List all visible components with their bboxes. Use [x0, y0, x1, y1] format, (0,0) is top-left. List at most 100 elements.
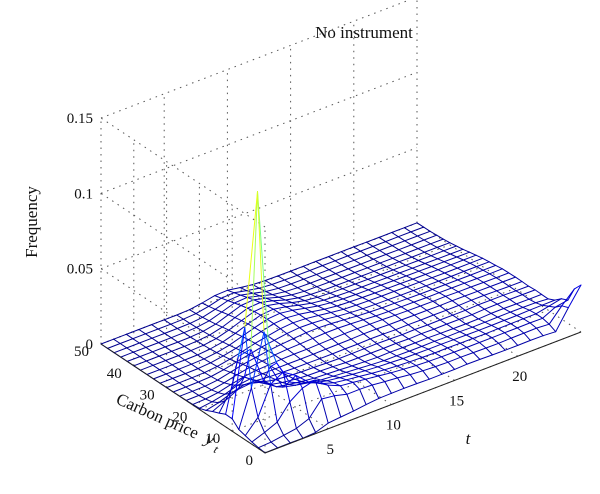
mesh-line-t	[385, 249, 400, 255]
mesh-line-price	[337, 315, 345, 321]
mesh-line-price	[209, 334, 217, 340]
mesh-line-t	[464, 304, 479, 311]
mesh-line-price	[376, 343, 384, 349]
mesh-line-price	[202, 316, 210, 322]
mesh-line-t	[381, 302, 396, 309]
mesh-line-t	[357, 338, 371, 345]
mesh-line-price	[189, 322, 197, 328]
mesh-line-t	[229, 363, 244, 373]
mesh-line-t	[367, 274, 381, 280]
mesh-line-t	[309, 265, 323, 271]
mesh-line-t	[119, 338, 134, 344]
mesh-line-t	[263, 380, 277, 388]
mesh-line-price	[428, 360, 436, 368]
mesh-line-price	[438, 292, 447, 297]
mesh-line-t	[522, 302, 537, 308]
mesh-line-price	[221, 311, 229, 316]
mesh-line-price	[415, 353, 423, 358]
mesh-line-t	[365, 236, 380, 243]
mesh-line-price	[277, 287, 286, 293]
mesh-line-t	[176, 322, 191, 329]
mesh-line-t	[431, 261, 445, 267]
mesh-line-t	[356, 323, 371, 330]
mesh-line-price	[357, 343, 365, 350]
mesh-line-t	[163, 314, 178, 321]
mesh-line-price	[378, 236, 387, 243]
mesh-line-t	[395, 324, 409, 331]
mesh-line-t	[145, 342, 160, 348]
mesh-line-price	[541, 293, 549, 300]
mesh-line-t	[441, 351, 455, 358]
z-grid-line-back	[100, 0, 411, 119]
mesh-line-price	[401, 319, 409, 326]
mesh-line-t	[561, 288, 575, 307]
mesh-line-t	[198, 389, 213, 396]
mesh-line-t	[264, 275, 279, 281]
mesh-line-t	[338, 365, 353, 371]
mesh-line-t	[375, 324, 390, 330]
mesh-line-price	[202, 330, 211, 336]
mesh-line-price	[399, 283, 408, 288]
mesh-line-t	[253, 297, 267, 301]
mesh-line-price	[426, 324, 435, 330]
mesh-line-price	[425, 297, 434, 302]
mesh-line-price	[394, 314, 403, 321]
mesh-line-t	[170, 318, 184, 325]
mesh-line-price	[366, 267, 375, 272]
mesh-line-t	[361, 281, 375, 288]
mesh-line-price	[299, 343, 308, 350]
mesh-line-t	[548, 305, 563, 325]
mesh-line-price	[358, 376, 367, 380]
mesh-line-price	[184, 373, 193, 379]
mesh-line-price	[410, 244, 419, 250]
mesh-line-price	[172, 377, 180, 384]
mesh-line-price	[503, 319, 512, 325]
mesh-line-t	[405, 260, 419, 266]
mesh-line-t	[397, 231, 412, 238]
mesh-line-t	[225, 356, 239, 415]
mesh-line-price	[509, 298, 517, 305]
mesh-line-t	[272, 299, 286, 302]
mesh-line-t	[490, 294, 504, 301]
mesh-line-t	[222, 347, 237, 357]
mesh-line-price	[203, 344, 211, 350]
mesh-line-price	[288, 375, 297, 383]
mesh-line-t	[280, 353, 295, 360]
mesh-line-t	[437, 253, 451, 260]
x-tick-label: 5	[326, 442, 334, 458]
mesh-line-t	[353, 254, 368, 261]
mesh-line-price	[439, 305, 447, 311]
mesh-line-price	[508, 272, 516, 278]
mesh-line-t	[370, 360, 385, 366]
mesh-line-t	[381, 314, 396, 321]
mesh-line-t	[415, 348, 429, 355]
mesh-line-t	[159, 364, 173, 371]
mesh-line-t	[368, 307, 383, 313]
mesh-line-price	[362, 308, 370, 313]
mesh-line-price	[324, 332, 333, 340]
mesh-line-t	[436, 242, 451, 248]
mesh-line-t	[234, 323, 249, 334]
mesh-line-t	[335, 268, 349, 275]
mesh-line-price	[441, 356, 449, 363]
mesh-line-price	[521, 294, 530, 300]
mesh-line-price	[352, 381, 361, 390]
x-tick-label: 20	[512, 369, 527, 385]
mesh-line-t	[277, 270, 292, 277]
mesh-line-t	[446, 318, 460, 325]
mesh-line-t	[363, 328, 377, 335]
mesh-line-t	[316, 281, 330, 288]
mesh-line-price	[408, 338, 416, 344]
mesh-line-price	[407, 310, 415, 316]
mesh-line-price	[205, 398, 213, 403]
mesh-line-price	[307, 375, 315, 379]
mesh-line-price	[302, 265, 311, 271]
mesh-line-t	[453, 334, 467, 341]
mesh-line-t	[362, 315, 377, 321]
mesh-line-price	[237, 376, 245, 391]
mesh-line-price	[183, 345, 192, 352]
mesh-line-price	[327, 384, 335, 397]
mesh-line-t	[216, 358, 231, 367]
mesh-line-t	[529, 304, 543, 311]
mesh-line-t	[203, 338, 217, 346]
